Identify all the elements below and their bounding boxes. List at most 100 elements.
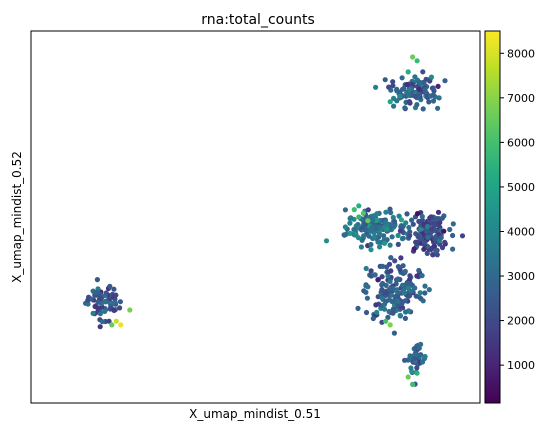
chart-title: rna:total_counts — [201, 12, 314, 28]
scatter-point — [363, 283, 369, 289]
scatter-point — [363, 265, 369, 272]
scatter-point — [400, 282, 406, 288]
scatter-point — [414, 58, 420, 64]
scatter-point — [374, 211, 380, 217]
scatter-point — [355, 221, 361, 228]
scatter-point — [410, 221, 416, 227]
scatter-point — [366, 233, 372, 239]
scatter-point — [395, 276, 401, 282]
colorbar-ticks: 1000 2000 3000 4000 5000 6000 7000 8000 — [500, 47, 535, 372]
scatter-point — [438, 235, 444, 241]
scatter-point — [85, 301, 91, 307]
scatter-point — [414, 211, 421, 217]
scatter-point — [407, 232, 413, 239]
scatter-point — [361, 233, 367, 239]
scatter-point — [113, 318, 119, 324]
scatter-point — [407, 229, 413, 235]
scatter-point — [99, 319, 105, 325]
scatter-point — [447, 226, 453, 233]
scatter-point — [390, 306, 396, 312]
scatter-point — [359, 224, 365, 231]
scatter-point — [107, 283, 113, 289]
scatter-point — [430, 252, 436, 258]
scatter-point — [433, 228, 439, 234]
scatter-point — [402, 268, 408, 274]
scatter-point — [405, 92, 411, 98]
scatter-point — [379, 295, 385, 301]
scatter-point — [388, 292, 394, 298]
scatter-point — [398, 255, 404, 261]
scatter-point — [359, 237, 365, 243]
scatter-point — [93, 289, 100, 296]
scatter-point — [363, 289, 369, 295]
scatter-point — [407, 293, 413, 299]
scatter-point — [365, 207, 371, 213]
scatter-point — [395, 298, 401, 304]
scatter-point — [409, 81, 415, 87]
scatter-point — [406, 224, 412, 231]
scatter-point — [323, 238, 330, 244]
scatter-point — [422, 240, 428, 246]
scatter-point — [387, 242, 393, 248]
scatter-point — [95, 299, 101, 305]
scatter-point — [389, 298, 395, 304]
scatter-point — [420, 298, 426, 304]
scatter-point — [435, 83, 441, 89]
scatter-point — [384, 226, 390, 232]
scatter-point — [409, 217, 415, 223]
scatter-point — [381, 240, 388, 246]
scatter-point — [442, 78, 448, 84]
scatter-point — [430, 92, 436, 98]
scatter-point — [403, 309, 409, 315]
scatter-point — [420, 69, 426, 75]
scatter-point — [402, 298, 408, 304]
scatter-point — [417, 91, 423, 97]
scatter-point — [390, 79, 396, 85]
scatter-point — [413, 293, 419, 299]
scatter-point — [429, 226, 435, 232]
colorbar-tick-label: 4000 — [507, 225, 535, 238]
scatter-point — [402, 105, 408, 111]
scatter-point — [384, 264, 390, 270]
scatter-point — [416, 86, 422, 92]
scatter-point — [391, 330, 397, 336]
scatter-point — [441, 228, 447, 234]
colorbar-tick-label: 3000 — [507, 270, 535, 283]
scatter-point — [410, 54, 416, 60]
scatter-point — [390, 310, 396, 316]
scatter-point — [389, 234, 395, 240]
scatter-point — [419, 217, 425, 223]
scatter-point — [386, 286, 392, 293]
scatter-point — [355, 235, 361, 241]
scatter-point — [435, 209, 442, 215]
scatter-point — [400, 263, 406, 269]
scatter-point — [459, 233, 466, 239]
scatter-point — [423, 76, 429, 82]
scatter-point — [429, 85, 435, 91]
scatter-point — [368, 268, 374, 274]
scatter-point — [373, 225, 379, 231]
scatter-point — [414, 370, 420, 376]
plot-frame — [30, 30, 481, 404]
scatter-point — [387, 99, 393, 105]
scatter-point — [387, 278, 393, 285]
scatter-point — [102, 308, 108, 314]
scatter-point — [431, 243, 438, 250]
scatter-point — [425, 234, 431, 240]
scatter-point — [415, 233, 421, 240]
scatter-point — [428, 247, 434, 253]
scatter-point — [424, 229, 430, 235]
scatter-point — [420, 106, 426, 112]
scatter-point — [342, 224, 348, 230]
scatter-point — [419, 273, 425, 279]
scatter-point — [426, 99, 432, 105]
scatter-point — [373, 302, 379, 308]
scatter-point — [450, 221, 456, 227]
scatter-point — [414, 102, 420, 108]
scatter-point — [109, 322, 115, 328]
scatter-point — [103, 299, 109, 305]
scatter-point — [382, 77, 388, 83]
scatter-point — [97, 311, 103, 317]
